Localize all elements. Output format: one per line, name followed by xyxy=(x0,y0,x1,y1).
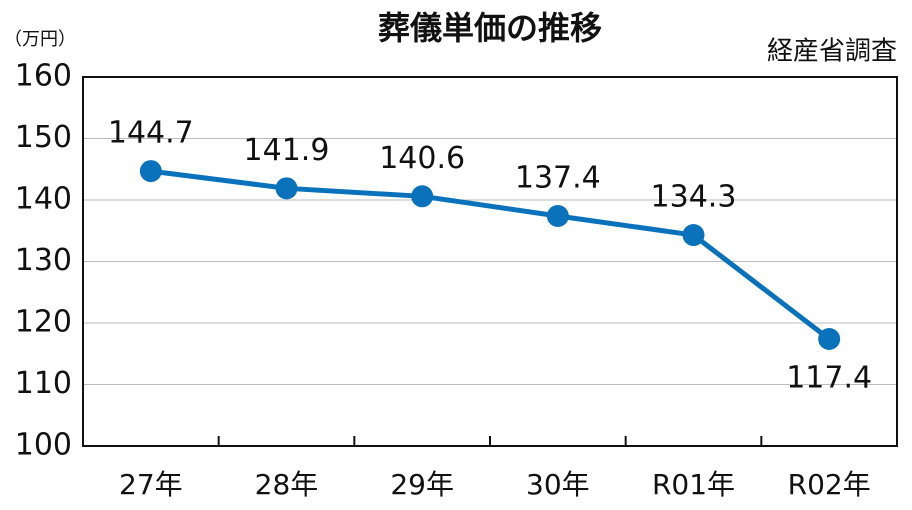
y-tick-label: 120 xyxy=(15,305,72,340)
data-point xyxy=(275,177,298,200)
data-point xyxy=(818,327,841,350)
source-note: 経産省調査 xyxy=(767,37,897,67)
data-line xyxy=(150,168,831,341)
x-tick-label: 28年 xyxy=(255,468,319,501)
x-tick-label: R01年 xyxy=(652,468,735,501)
x-tick-label: 27年 xyxy=(119,468,183,501)
y-tick-label: 160 xyxy=(15,59,72,94)
data-label: 141.9 xyxy=(244,133,330,168)
data-label: 117.4 xyxy=(786,360,872,395)
y-tick-label: 130 xyxy=(15,243,72,278)
data-point xyxy=(139,160,162,183)
data-label: 137.4 xyxy=(515,160,601,195)
y-unit: （万円） xyxy=(4,29,76,50)
x-tick-label: R02年 xyxy=(788,468,871,501)
y-tick-label: 140 xyxy=(15,182,72,217)
chart-title: 葬儀単価の推移 xyxy=(378,9,602,47)
data-label: 144.7 xyxy=(108,116,194,151)
y-tick-label: 100 xyxy=(15,428,72,463)
x-tick-label: 29年 xyxy=(390,468,454,501)
y-tick-label: 150 xyxy=(15,120,72,155)
y-tick-label: 110 xyxy=(15,366,72,401)
data-label: 134.3 xyxy=(651,180,737,215)
x-tick-label: 30年 xyxy=(526,468,590,501)
data-label: 140.6 xyxy=(379,141,465,176)
data-point xyxy=(682,224,705,247)
data-point xyxy=(546,204,569,227)
data-point xyxy=(411,185,434,208)
